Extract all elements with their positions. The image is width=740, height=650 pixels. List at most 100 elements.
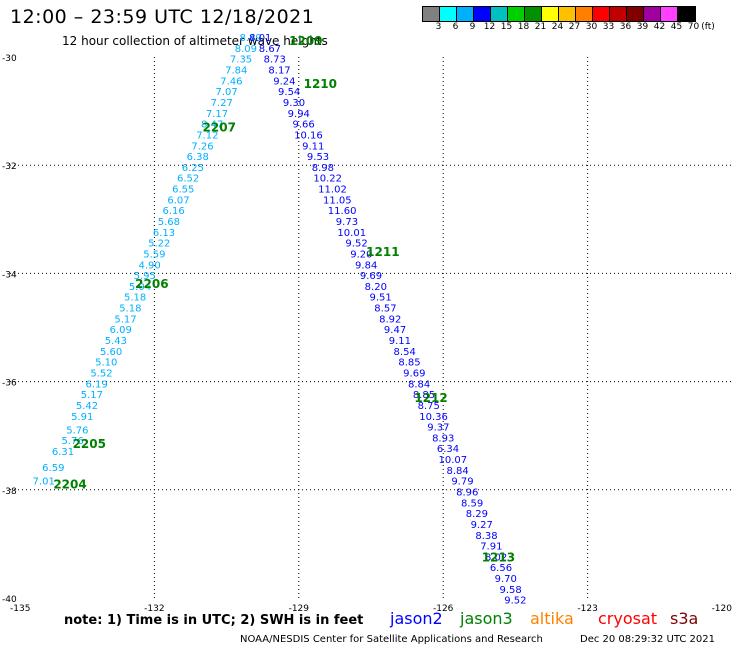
longitude-tick-label: -126 bbox=[433, 604, 454, 614]
pass-time-label: 1211 bbox=[366, 245, 399, 259]
wave-height-value: 8.98 bbox=[312, 163, 334, 174]
color-swatch bbox=[576, 7, 593, 21]
wave-height-value: 9.52 bbox=[504, 596, 526, 607]
wave-height-value: 5.18 bbox=[119, 304, 141, 315]
wave-height-value: 7.01 bbox=[33, 477, 55, 488]
wave-height-value: 8.38 bbox=[475, 531, 497, 542]
wave-height-value: 7.35 bbox=[230, 55, 252, 66]
color-scale-label: 27 bbox=[568, 22, 581, 32]
pass-time-label: 2207 bbox=[203, 120, 236, 134]
wave-height-value: 9.70 bbox=[495, 574, 517, 585]
wave-height-value: 9.79 bbox=[451, 477, 473, 488]
wave-height-value: 5.95 bbox=[134, 271, 156, 282]
wave-height-value: 6.16 bbox=[163, 206, 185, 217]
wave-height-value: 6.07 bbox=[167, 195, 189, 206]
pass-time-label: 1210 bbox=[304, 77, 337, 91]
wave-height-value: 8.57 bbox=[374, 304, 396, 315]
wave-height-value: 6.31 bbox=[52, 447, 74, 458]
wave-height-value: 5.76 bbox=[66, 425, 88, 436]
color-scale-label: 3 bbox=[435, 22, 442, 32]
wave-height-value: 7.26 bbox=[191, 141, 213, 152]
wave-height-value: 8.85 bbox=[413, 390, 435, 401]
wave-height-value: 5.43 bbox=[105, 336, 127, 347]
color-swatch bbox=[474, 7, 491, 21]
wave-height-value: 7.84 bbox=[225, 66, 247, 77]
legend-s3a: s3a bbox=[670, 609, 699, 628]
wave-height-value: 9.84 bbox=[355, 260, 377, 271]
pass-time-label: 1212 bbox=[414, 391, 447, 405]
wave-height-value: 9.69 bbox=[360, 271, 382, 282]
wave-height-value: 11.05 bbox=[323, 195, 352, 206]
latitude-tick-label: -40 bbox=[2, 595, 17, 605]
wave-height-value: 5.76 bbox=[61, 436, 83, 447]
wave-height-value: 8.93 bbox=[432, 433, 454, 444]
color-swatch bbox=[627, 7, 644, 21]
wave-height-value: 9.30 bbox=[283, 98, 305, 109]
wave-height-value: 10.36 bbox=[419, 412, 448, 423]
wave-height-value: 7.07 bbox=[215, 87, 237, 98]
wave-height-value: 7.91 bbox=[480, 542, 502, 553]
wave-height-value: 8.54 bbox=[394, 347, 416, 358]
wave-height-value: 11.60 bbox=[328, 206, 357, 217]
wave-height-value: 6.52 bbox=[177, 174, 199, 185]
wave-height-value: 10.16 bbox=[294, 130, 323, 141]
wave-height-value: 5.59 bbox=[143, 249, 165, 260]
wave-height-value: 8.85 bbox=[398, 358, 420, 369]
latitude-tick-label: -36 bbox=[2, 379, 17, 389]
wave-height-value: 4.90 bbox=[138, 260, 160, 271]
wave-height-value: 8.59 bbox=[461, 498, 483, 509]
wave-height-value: 9.11 bbox=[389, 336, 411, 347]
color-swatch bbox=[423, 7, 440, 21]
longitude-tick-label: -123 bbox=[577, 604, 597, 614]
pass-time-label: 2205 bbox=[73, 437, 106, 451]
latitude-tick-label: -30 bbox=[2, 54, 17, 64]
color-swatch bbox=[644, 7, 661, 21]
color-scale-label: 18 bbox=[517, 22, 530, 32]
longitude-tick-label: -129 bbox=[289, 604, 310, 614]
wave-height-value: 5.22 bbox=[148, 239, 170, 250]
page-title: 12:00 – 23:59 UTC 12/18/2021 bbox=[10, 6, 315, 28]
wave-height-value: 5.17 bbox=[81, 390, 103, 401]
wave-height-value: 5.60 bbox=[100, 347, 122, 358]
wave-height-value: 5.17 bbox=[114, 314, 136, 325]
wave-height-value: 9.58 bbox=[499, 585, 521, 596]
wave-height-value: 6.56 bbox=[490, 563, 512, 574]
legend-cryosat: cryosat bbox=[598, 609, 658, 628]
color-scale-bar bbox=[422, 6, 696, 22]
wave-height-value: 8.84 bbox=[447, 466, 469, 477]
wave-height-value: 8.01 bbox=[249, 33, 271, 44]
wave-height-value: 8.29 bbox=[466, 509, 488, 520]
wave-height-value: 6.38 bbox=[187, 152, 209, 163]
page-subtitle: 12 hour collection of altimeter wave hei… bbox=[62, 34, 328, 48]
wave-height-value: 9.52 bbox=[345, 239, 367, 250]
color-scale-label: 45 bbox=[670, 22, 683, 32]
color-scale-unit: (ft) bbox=[701, 22, 715, 32]
wave-height-value: 7.27 bbox=[211, 98, 233, 109]
wave-height-value: 6.59 bbox=[42, 463, 64, 474]
longitude-tick-label: -135 bbox=[10, 604, 30, 614]
latitude-tick-label: -32 bbox=[2, 162, 17, 172]
latitude-tick-label: -38 bbox=[2, 487, 17, 497]
color-swatch bbox=[440, 7, 457, 21]
color-scale-label: 12 bbox=[483, 22, 496, 32]
longitude-tick-label: -132 bbox=[144, 604, 164, 614]
color-swatch bbox=[678, 7, 695, 21]
footer-credit: NOAA/NESDIS Center for Satellite Applica… bbox=[240, 634, 543, 645]
color-scale-label: 24 bbox=[551, 22, 564, 32]
units-note: note: 1) Time is in UTC; 2) SWH is in fe… bbox=[64, 613, 364, 628]
wave-height-value: 6.13 bbox=[153, 228, 175, 239]
wave-height-value: 8.09 bbox=[235, 44, 257, 55]
color-scale-label: 36 bbox=[619, 22, 632, 32]
color-scale-label: 70 bbox=[687, 22, 700, 32]
wave-height-value: 8.92 bbox=[379, 314, 401, 325]
wave-height-value: 9.66 bbox=[292, 120, 314, 131]
color-swatch bbox=[491, 7, 508, 21]
footer-timestamp: Dec 20 08:29:32 UTC 2021 bbox=[580, 634, 715, 645]
color-scale-label: 15 bbox=[500, 22, 513, 32]
longitude-tick-label: -120 bbox=[712, 604, 733, 614]
color-scale-label: 21 bbox=[534, 22, 547, 32]
wave-height-value: 8.73 bbox=[264, 55, 286, 66]
legend-jason2: jason2 bbox=[390, 609, 443, 628]
wave-height-value: 6.25 bbox=[182, 163, 204, 174]
